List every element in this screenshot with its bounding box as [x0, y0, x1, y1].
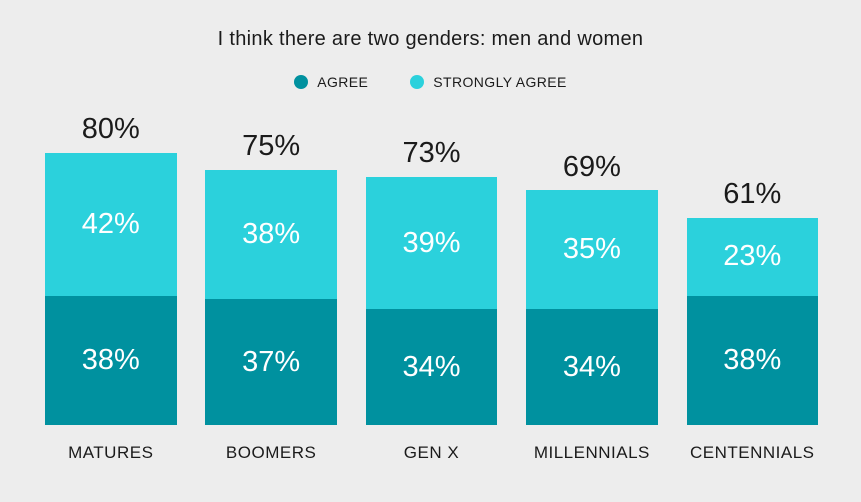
bar-column: 73% 39% 34%	[365, 136, 498, 425]
stacked-bar: 23% 38%	[686, 217, 818, 425]
segment-agree: 34%	[526, 309, 658, 425]
segment-strongly-agree-label: 23%	[723, 240, 782, 273]
category-label: CENTENNIALS	[689, 443, 815, 462]
segment-strongly-agree: 42%	[45, 153, 177, 296]
bar-total-label: 80%	[81, 113, 140, 146]
segment-agree: 38%	[45, 295, 177, 425]
segment-strongly-agree-label: 35%	[562, 233, 621, 266]
segment-agree-label: 38%	[81, 343, 140, 376]
segment-agree-label: 34%	[562, 350, 621, 383]
bar-total-label: 73%	[402, 136, 461, 169]
stacked-bar: 38% 37%	[205, 170, 337, 425]
bar-column: 75% 38% 37%	[205, 130, 337, 425]
segment-agree-label: 38%	[723, 343, 782, 376]
bar-column: 61% 23% 38%	[686, 177, 818, 425]
legend: AGREE STRONGLY AGREE	[0, 74, 861, 90]
bar-total-label: 75%	[242, 130, 301, 163]
legend-item-strongly-agree: STRONGLY AGREE	[410, 74, 566, 90]
legend-item-agree: AGREE	[294, 74, 368, 90]
stacked-bar: 39% 34%	[365, 176, 498, 425]
segment-strongly-agree: 39%	[365, 176, 498, 310]
chart-title: I think there are two genders: men and w…	[217, 28, 644, 50]
bar-column: 69% 35% 34%	[526, 150, 658, 425]
agree-legend-label: AGREE	[317, 74, 369, 90]
segment-strongly-agree: 35%	[526, 190, 658, 310]
segment-strongly-agree-label: 42%	[81, 207, 140, 240]
stacked-bar-chart: 80% 42% 38% 75% 38% 37% 73% 39%	[45, 113, 818, 425]
segment-strongly-agree-label: 39%	[402, 226, 461, 259]
segment-agree-label: 37%	[242, 345, 301, 378]
segment-agree: 34%	[365, 309, 498, 425]
stacked-bar: 35% 34%	[526, 190, 658, 425]
segment-strongly-agree-label: 38%	[242, 218, 301, 251]
segment-agree: 37%	[205, 299, 337, 425]
segment-agree-label: 34%	[402, 350, 461, 383]
strongly-agree-legend-dot-icon	[410, 75, 425, 89]
segment-agree: 38%	[686, 295, 818, 425]
bar-total-label: 69%	[562, 150, 621, 183]
category-label: MATURES	[68, 443, 154, 462]
bar-column: 80% 42% 38%	[45, 113, 177, 425]
category-label: BOOMERS	[225, 443, 317, 462]
strongly-agree-legend-label: STRONGLY AGREE	[433, 74, 567, 90]
agree-legend-dot-icon	[294, 75, 309, 89]
category-label: MILLENNIALS	[533, 443, 650, 462]
segment-strongly-agree: 38%	[205, 170, 337, 300]
bar-total-label: 61%	[723, 177, 782, 210]
stacked-bar: 42% 38%	[45, 153, 177, 425]
category-label: GEN X	[403, 443, 460, 462]
category-labels-row: MATURES BOOMERS GEN X MILLENNIALS CENTENNIAL…	[45, 443, 818, 463]
segment-strongly-agree: 23%	[686, 217, 818, 296]
